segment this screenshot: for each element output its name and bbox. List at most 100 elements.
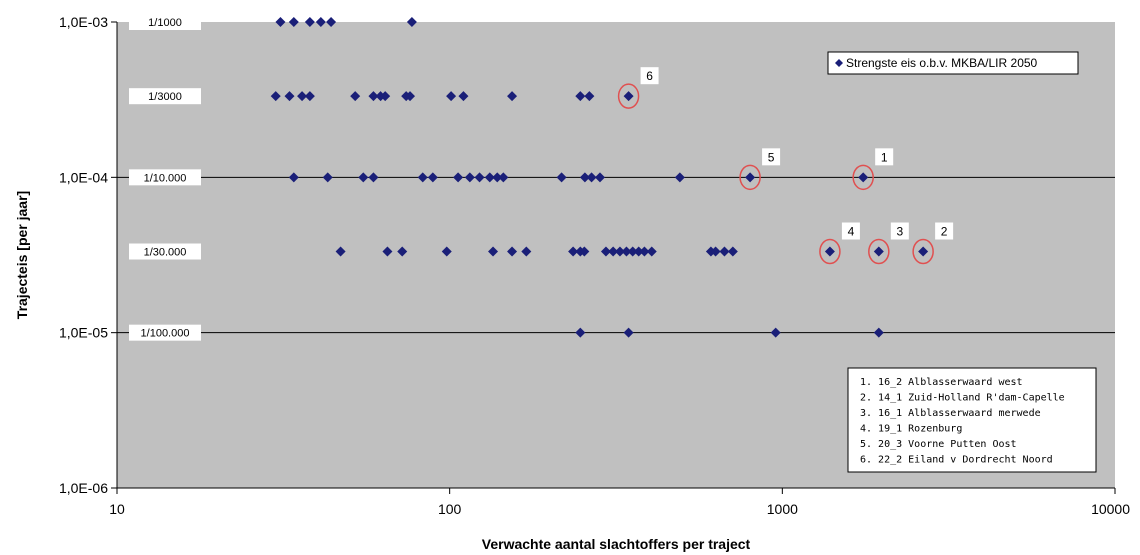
highlight-circle <box>617 83 640 109</box>
y-tick-label: 1,0E-05 <box>59 325 108 341</box>
data-point <box>315 17 326 27</box>
callout-number: 5 <box>768 150 775 164</box>
data-point <box>621 246 632 257</box>
y-tick-label: 1,0E-03 <box>59 14 108 30</box>
note-line: 1. 16_2 Alblasserwaard west <box>860 377 1023 388</box>
x-tick-label: 10 <box>109 501 125 517</box>
data-point <box>368 91 379 102</box>
data-point <box>594 172 605 183</box>
level-label-box <box>129 324 201 341</box>
data-point <box>639 246 650 257</box>
level-label-box <box>129 243 201 260</box>
data-point <box>873 327 884 338</box>
data-point <box>745 172 756 183</box>
level-label-box <box>129 88 201 105</box>
data-point <box>458 91 469 102</box>
data-point <box>488 246 499 257</box>
callout-box <box>640 67 659 85</box>
data-point <box>492 172 503 183</box>
data-point <box>288 17 299 27</box>
data-point <box>304 91 315 102</box>
callout-number: 1 <box>881 150 888 164</box>
legend-box <box>827 51 1079 75</box>
data-point <box>446 91 457 102</box>
highlight-circle <box>739 164 761 191</box>
data-point <box>858 172 869 183</box>
data-point <box>427 172 438 183</box>
callout-box <box>875 148 894 166</box>
data-point <box>284 91 295 102</box>
data-point <box>368 172 379 183</box>
callout-box <box>762 148 781 166</box>
data-point <box>579 172 590 183</box>
note-line: 3. 16_1 Alblasserwaard merwede <box>860 408 1041 419</box>
y-axis-title: Trajecteis [per jaar] <box>14 191 30 319</box>
highlight-circle <box>852 164 874 191</box>
data-point <box>710 246 721 257</box>
data-point <box>623 91 634 102</box>
data-point <box>382 246 393 257</box>
data-point <box>380 91 391 102</box>
data-point <box>608 246 619 257</box>
data-point <box>326 17 337 27</box>
data-point <box>350 91 361 102</box>
x-tick-label: 100 <box>438 501 462 517</box>
data-point <box>474 172 485 183</box>
data-point <box>397 246 408 257</box>
legend-marker <box>835 59 843 67</box>
data-point <box>521 246 532 257</box>
x-axis-title: Verwachte aantal slachtoffers per trajec… <box>482 536 751 552</box>
callout-number: 4 <box>848 225 855 239</box>
notes-box <box>847 367 1097 473</box>
note-line: 5. 20_3 Voorne Putten Oost <box>860 439 1017 450</box>
data-point <box>507 246 518 257</box>
data-point <box>417 172 428 183</box>
data-point <box>441 246 452 257</box>
callout-box <box>935 222 954 240</box>
y-tick-label: 1,0E-04 <box>59 169 108 185</box>
data-point <box>586 172 597 183</box>
data-point <box>646 246 657 257</box>
data-point <box>575 327 586 338</box>
data-point <box>498 172 509 183</box>
data-point <box>770 327 781 338</box>
data-point <box>719 246 730 257</box>
legend-label: Strengste eis o.b.v. MKBA/LIR 2050 <box>846 56 1038 70</box>
highlight-circle <box>868 238 890 265</box>
highlight-circle <box>819 238 841 265</box>
data-point <box>297 91 308 102</box>
data-point <box>464 172 475 183</box>
data-point <box>322 172 333 183</box>
data-point <box>918 246 929 257</box>
data-point <box>627 246 638 257</box>
level-label: 1/10.000 <box>144 172 187 184</box>
data-point <box>453 172 464 183</box>
x-tick-label: 10000 <box>1091 501 1130 517</box>
data-point <box>623 327 634 338</box>
data-point <box>270 91 281 102</box>
data-point <box>507 91 518 102</box>
level-label-box <box>129 169 201 186</box>
x-tick-label: 1000 <box>767 501 798 517</box>
data-point <box>579 246 590 257</box>
level-label: 1/100.000 <box>141 328 190 340</box>
note-line: 4. 19_1 Rozenburg <box>860 424 962 435</box>
level-label: 1/1000 <box>148 17 182 29</box>
highlight-circle <box>912 238 934 265</box>
data-point <box>600 246 611 257</box>
data-point <box>406 17 417 27</box>
level-label: 1/3000 <box>148 91 182 103</box>
data-point <box>873 246 884 257</box>
level-label-box <box>129 14 201 30</box>
note-line: 2. 14_1 Zuid-Holland R'dam-Capelle <box>860 393 1065 404</box>
data-point <box>304 17 315 27</box>
data-point <box>568 246 579 257</box>
y-tick-label: 1,0E-06 <box>59 480 108 496</box>
callout-number: 2 <box>941 225 948 239</box>
callout-box <box>841 222 860 240</box>
data-point <box>556 172 567 183</box>
data-point <box>405 91 416 102</box>
data-point <box>575 91 586 102</box>
data-point <box>727 246 738 257</box>
